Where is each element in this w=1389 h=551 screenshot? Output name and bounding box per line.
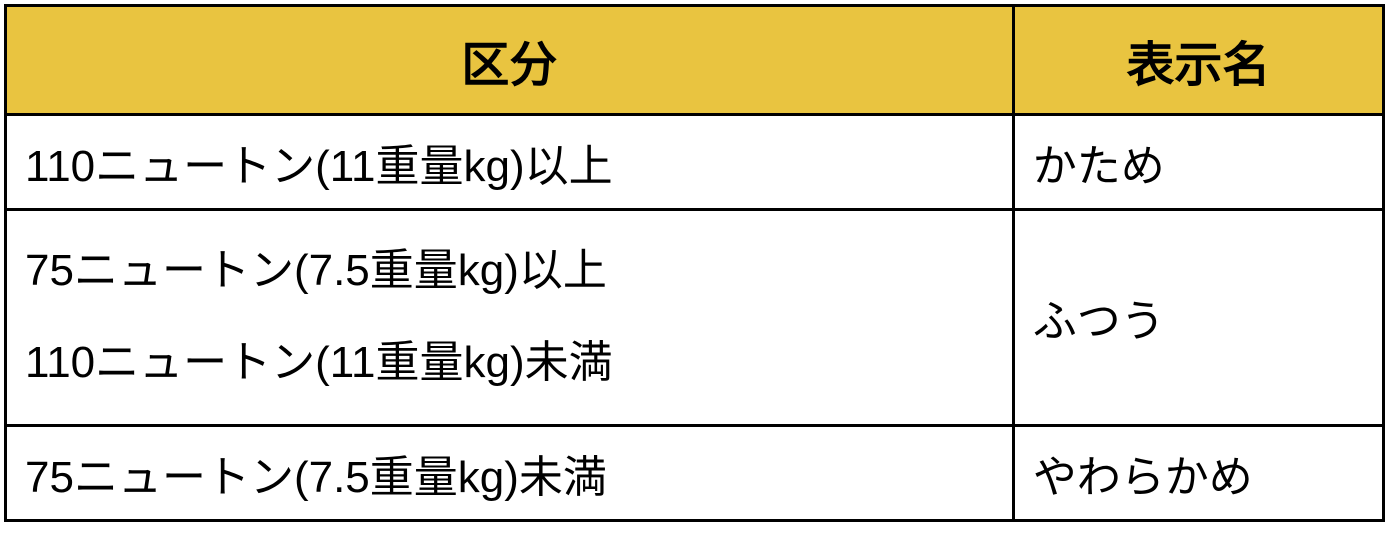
- cell-name: かため: [1013, 115, 1383, 210]
- table-row: 75ニュートン(7.5重量kg)未満 やわらかめ: [6, 425, 1384, 520]
- cell-name: ふつう: [1013, 210, 1383, 426]
- table-row: 110ニュートン(11重量kg)以上 かため: [6, 115, 1384, 210]
- cell-name: やわらかめ: [1013, 425, 1383, 520]
- cell-category: 110ニュートン(11重量kg)以上: [6, 115, 1014, 210]
- cell-category-line1: 75ニュートン(7.5重量kg)以上: [25, 246, 607, 295]
- header-row: 区分 表示名: [6, 6, 1384, 115]
- header-category: 区分: [6, 6, 1014, 115]
- table-row: 75ニュートン(7.5重量kg)以上 110ニュートン(11重量kg)未満 ふつ…: [6, 210, 1384, 426]
- hardness-table: 区分 表示名 110ニュートン(11重量kg)以上 かため 75ニュートン(7.…: [4, 4, 1385, 522]
- cell-category: 75ニュートン(7.5重量kg)未満: [6, 425, 1014, 520]
- cell-category-line2: 110ニュートン(11重量kg)未満: [25, 338, 613, 387]
- cell-category: 75ニュートン(7.5重量kg)以上 110ニュートン(11重量kg)未満: [6, 210, 1014, 426]
- header-name: 表示名: [1013, 6, 1383, 115]
